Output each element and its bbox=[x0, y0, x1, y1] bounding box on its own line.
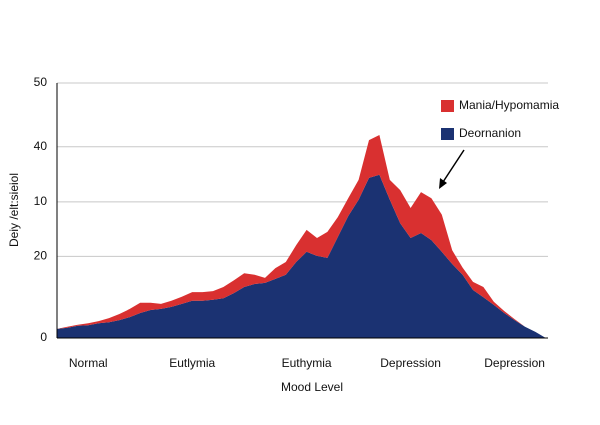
y-tick-label: 20 bbox=[34, 249, 48, 263]
x-tick-label: Eutlymia bbox=[169, 356, 215, 370]
legend-swatch bbox=[441, 100, 454, 112]
legend-label: Mania/Hypomamia bbox=[459, 98, 559, 112]
x-axis-label: Mood Level bbox=[281, 380, 343, 394]
x-tick-label: Normal bbox=[69, 356, 108, 370]
area bbox=[57, 174, 546, 338]
area bbox=[57, 135, 546, 338]
y-tick-label: 0 bbox=[40, 330, 47, 344]
y-axis-label: Deiy /elt:sieiol bbox=[7, 173, 21, 247]
y-tick-label: 50 bbox=[34, 75, 48, 89]
x-tick-label: Euthymia bbox=[282, 356, 332, 370]
legend-swatch bbox=[441, 128, 454, 140]
y-tick-label: 10 bbox=[34, 194, 48, 208]
y-tick-label: 40 bbox=[34, 139, 48, 153]
annotation-arrow bbox=[439, 149, 465, 189]
arrow-line bbox=[442, 149, 465, 183]
legend-label: Deornanion bbox=[459, 126, 521, 140]
x-tick-label: Depression bbox=[380, 356, 441, 370]
arrow-head bbox=[439, 178, 447, 189]
x-tick-label: Depression bbox=[484, 356, 545, 370]
